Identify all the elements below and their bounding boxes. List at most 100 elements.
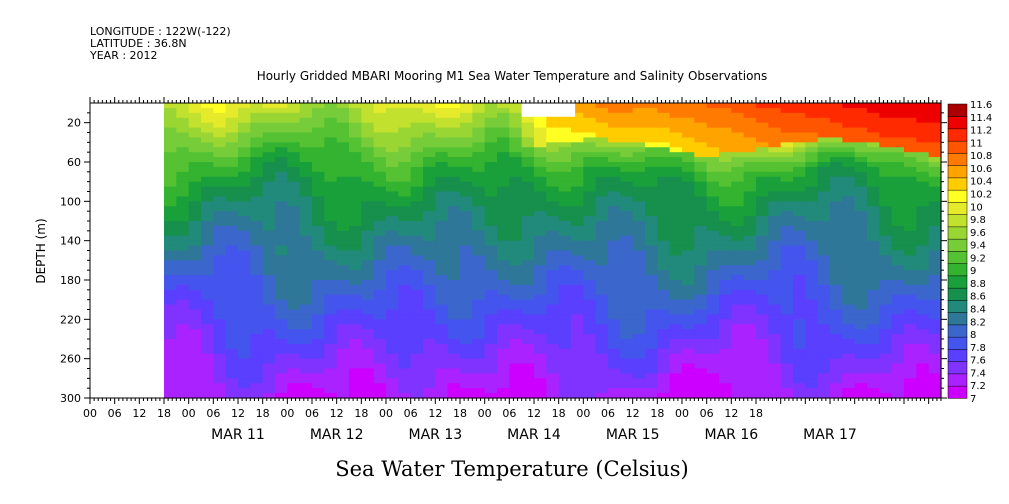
heatmap-cell: [410, 294, 424, 301]
heatmap-cell: [595, 107, 609, 114]
heatmap-cell: [842, 171, 856, 178]
x-tick-label: 00: [478, 407, 492, 420]
heatmap-cell: [423, 265, 436, 271]
heatmap-cell: [484, 162, 498, 168]
heatmap-cell: [817, 196, 831, 202]
heatmap-cell: [583, 122, 597, 129]
heatmap-cell: [386, 201, 399, 207]
heatmap-cell: [793, 373, 806, 379]
heatmap-cell: [756, 363, 769, 370]
heatmap-cell: [768, 137, 782, 143]
heatmap-cell: [719, 103, 732, 109]
heatmap-cell: [435, 245, 449, 252]
heatmap-cell: [657, 388, 671, 394]
heatmap-cell: [472, 122, 486, 129]
heatmap-cell: [349, 294, 362, 301]
heatmap-cell: [176, 201, 190, 207]
heatmap-cell: [756, 225, 769, 232]
heatmap-cell: [768, 147, 782, 153]
heatmap-cell: [373, 112, 387, 119]
heatmap-cell: [410, 171, 424, 178]
heatmap-cell: [682, 363, 695, 370]
heatmap-cell: [176, 304, 190, 311]
heatmap-cell: [867, 363, 880, 370]
heatmap-cell: [188, 265, 202, 271]
heatmap-cell: [275, 388, 288, 394]
heatmap-cell: [571, 250, 584, 257]
heatmap-cell: [719, 132, 732, 139]
heatmap-cell: [238, 304, 251, 311]
colorbar-bin: [947, 103, 968, 117]
heatmap-cell: [669, 275, 683, 281]
heatmap-cell: [423, 240, 436, 247]
heatmap-cell: [620, 157, 634, 163]
heatmap-cell: [497, 230, 510, 237]
heatmap-cell: [164, 275, 177, 281]
heatmap-cell: [484, 166, 498, 173]
heatmap-cell: [287, 132, 301, 139]
heatmap-cell: [558, 353, 572, 360]
heatmap-cell: [743, 117, 757, 124]
heatmap-cell: [583, 221, 597, 227]
heatmap-cell: [867, 329, 880, 335]
heatmap-cell: [891, 147, 905, 153]
heatmap-cell: [682, 334, 695, 340]
heatmap-cell: [891, 107, 905, 114]
heatmap-cell: [484, 186, 498, 193]
heatmap-cell: [595, 353, 609, 360]
heatmap-cell: [509, 196, 523, 202]
heatmap-cell: [299, 225, 313, 232]
heatmap-cell: [620, 339, 634, 345]
heatmap-cell: [731, 363, 745, 370]
heatmap-cell: [435, 309, 449, 316]
heatmap-cell: [731, 186, 745, 193]
heatmap-cell: [608, 368, 621, 375]
heatmap-cell: [238, 255, 251, 261]
heatmap-cell: [336, 275, 350, 281]
heatmap-cell: [373, 117, 387, 124]
x-day-label: MAR 17: [803, 427, 857, 443]
heatmap-cell: [447, 339, 461, 345]
heatmap-cell: [176, 216, 190, 222]
heatmap-cell: [904, 329, 917, 335]
heatmap-cell: [225, 334, 239, 340]
heatmap-cell: [472, 127, 486, 134]
heatmap-cell: [854, 152, 868, 158]
heatmap-cell: [657, 309, 671, 316]
heatmap-cell: [669, 107, 683, 114]
heatmap-cell: [386, 181, 399, 188]
heatmap-cell: [398, 216, 412, 222]
heatmap-cell: [706, 329, 720, 335]
heatmap-cell: [534, 166, 547, 173]
heatmap-cell: [225, 368, 239, 375]
heatmap-cell: [657, 162, 671, 168]
heatmap-cell: [842, 142, 856, 148]
heatmap-cell: [608, 373, 621, 379]
heatmap-cell: [423, 107, 436, 114]
heatmap-cell: [250, 265, 264, 271]
heatmap-cell: [891, 122, 905, 129]
heatmap-cell: [867, 319, 880, 325]
heatmap-cell: [657, 206, 671, 212]
heatmap-cell: [423, 166, 436, 173]
heatmap-cell: [447, 221, 461, 227]
x-tick-label: 00: [576, 407, 590, 420]
heatmap-cell: [472, 388, 486, 394]
heatmap-cell: [571, 348, 584, 355]
heatmap-cell: [299, 309, 313, 316]
heatmap-cell: [571, 206, 584, 212]
heatmap-cell: [484, 191, 498, 198]
heatmap-cell: [176, 299, 190, 306]
heatmap-cell: [238, 250, 251, 257]
heatmap-cell: [793, 107, 806, 114]
heatmap-cell: [583, 112, 597, 119]
heatmap-cell: [201, 216, 214, 222]
heatmap-cell: [682, 196, 695, 202]
heatmap-cell: [484, 289, 498, 296]
heatmap-cell: [250, 103, 264, 109]
heatmap-cell: [299, 280, 313, 286]
heatmap-cell: [213, 142, 227, 148]
heatmap-cell: [817, 304, 831, 311]
heatmap-cell: [238, 353, 251, 360]
heatmap-cell: [817, 265, 831, 271]
